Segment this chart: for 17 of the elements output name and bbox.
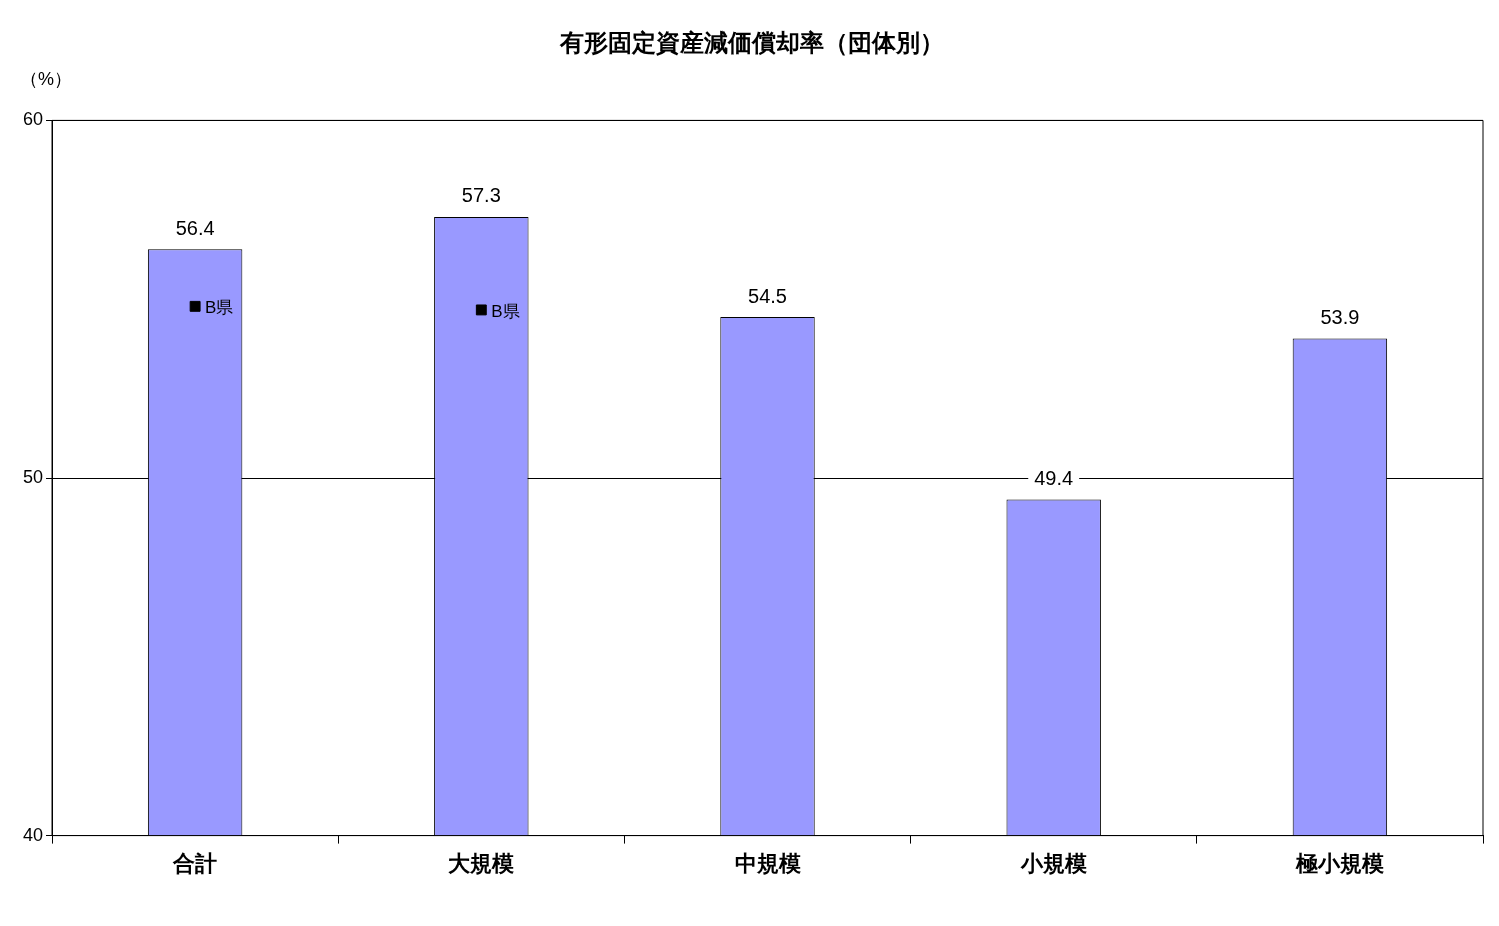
chart-title: 有形固定資産減価償却率（団体別） <box>558 29 944 57</box>
data-label: 56.4 <box>175 216 215 239</box>
x-tick-label: 大規模 <box>448 850 515 876</box>
y-tick-label: 50 <box>22 466 44 487</box>
y-tick-label: 40 <box>22 824 44 845</box>
text: B県 <box>491 301 520 321</box>
x-tick-label: 中規模 <box>734 850 801 876</box>
x-tick-label: 小規模 <box>1019 850 1087 876</box>
data-label: 53.9 <box>1320 306 1360 329</box>
x-tick-label: 極小規模 <box>1294 850 1384 876</box>
series-label: B県 <box>205 298 234 318</box>
y-axis-title: （%） <box>20 68 73 89</box>
data-label: 54.5 <box>748 284 787 307</box>
data-label: 49.4 <box>1034 466 1074 489</box>
x-tick-label: 合計 <box>172 850 218 876</box>
y-tick-label: 60 <box>22 109 44 130</box>
data-label: 57.3 <box>461 184 501 207</box>
